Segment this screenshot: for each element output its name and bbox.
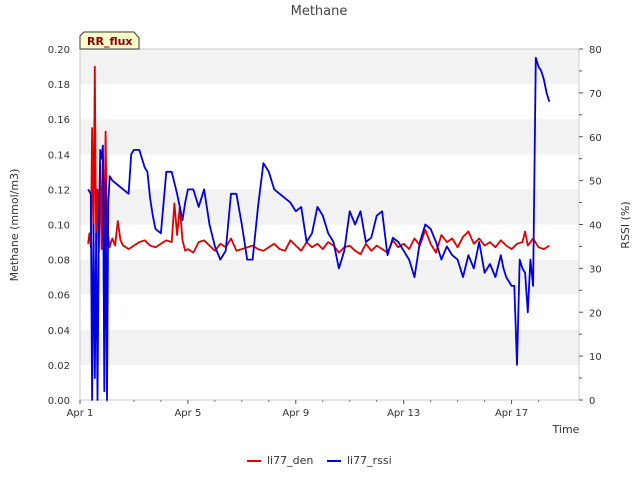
grid-band xyxy=(80,84,579,120)
y-axis-title: Methane (mmol/m3) xyxy=(8,169,21,282)
grid-band xyxy=(80,364,579,400)
y2-tick-label: 10 xyxy=(589,352,602,363)
y-tick-label: 0.14 xyxy=(48,150,70,161)
y-tick-label: 0.00 xyxy=(48,396,70,407)
y-tick-label: 0.18 xyxy=(48,80,70,91)
x-tick-label: Apr 9 xyxy=(282,408,309,419)
x-tick-label: Apr 5 xyxy=(174,408,201,419)
y-tick-label: 0.16 xyxy=(48,115,70,126)
series-line-li77-den xyxy=(87,65,550,256)
x-tick-label: Apr 1 xyxy=(67,408,94,419)
y2-axis-title: RSSI (%) xyxy=(619,201,632,248)
y-tick-label: 0.12 xyxy=(48,185,70,196)
y-tick-label: 0.06 xyxy=(48,291,70,302)
x-tick-label: Apr 13 xyxy=(387,408,420,419)
grid-band xyxy=(80,49,579,85)
rr-flux-badge: RR_flux xyxy=(79,31,140,50)
grid-band xyxy=(80,329,579,365)
y2-tick-label: 20 xyxy=(589,308,602,319)
y-tick-label: 0.10 xyxy=(48,221,70,232)
grid-band xyxy=(80,119,579,155)
badge-label: RR_flux xyxy=(87,35,133,48)
legend-label-li77-den: li77_den xyxy=(267,454,313,467)
grid-band xyxy=(80,294,579,330)
left-axis: 0.00 0.02 0.04 0.06 0.08 0.10 0.12 0.14 0.16 0.18… xyxy=(48,45,70,407)
y2-tick-label: 40 xyxy=(589,221,602,232)
grid-band xyxy=(80,154,579,190)
y2-tick-label: 80 xyxy=(589,45,602,56)
y-tick-label: 0.02 xyxy=(48,361,70,372)
badge-shape xyxy=(79,31,140,50)
y2-tick-label: 70 xyxy=(589,89,602,100)
x-tick-label: Apr 17 xyxy=(495,408,528,419)
right-axis: 0 10 20 30 40 50 60 70 80 xyxy=(579,45,602,407)
y2-tick-label: 60 xyxy=(589,133,602,144)
y-tick-label: 0.04 xyxy=(48,326,70,337)
y-tick-label: 0.08 xyxy=(48,256,70,267)
legend-label-li77-rssi: li77_rssi xyxy=(347,454,392,467)
y-tick-label: 0.20 xyxy=(48,45,70,56)
y2-tick-label: 50 xyxy=(589,177,602,188)
series-layer xyxy=(87,56,551,401)
series-line-li77-rssi xyxy=(87,56,551,401)
legend: li77_den li77_rssi xyxy=(247,454,392,467)
grid-band xyxy=(80,259,579,295)
y2-tick-label: 30 xyxy=(589,264,602,275)
x-axis-title: Time xyxy=(552,423,580,436)
grid-band xyxy=(80,189,579,225)
chart-title: Methane xyxy=(291,4,348,19)
y2-tick-label: 0 xyxy=(589,396,595,407)
x-axis: Apr 1 Apr 5 Apr 9 Apr 13 Apr 17 xyxy=(67,400,540,419)
